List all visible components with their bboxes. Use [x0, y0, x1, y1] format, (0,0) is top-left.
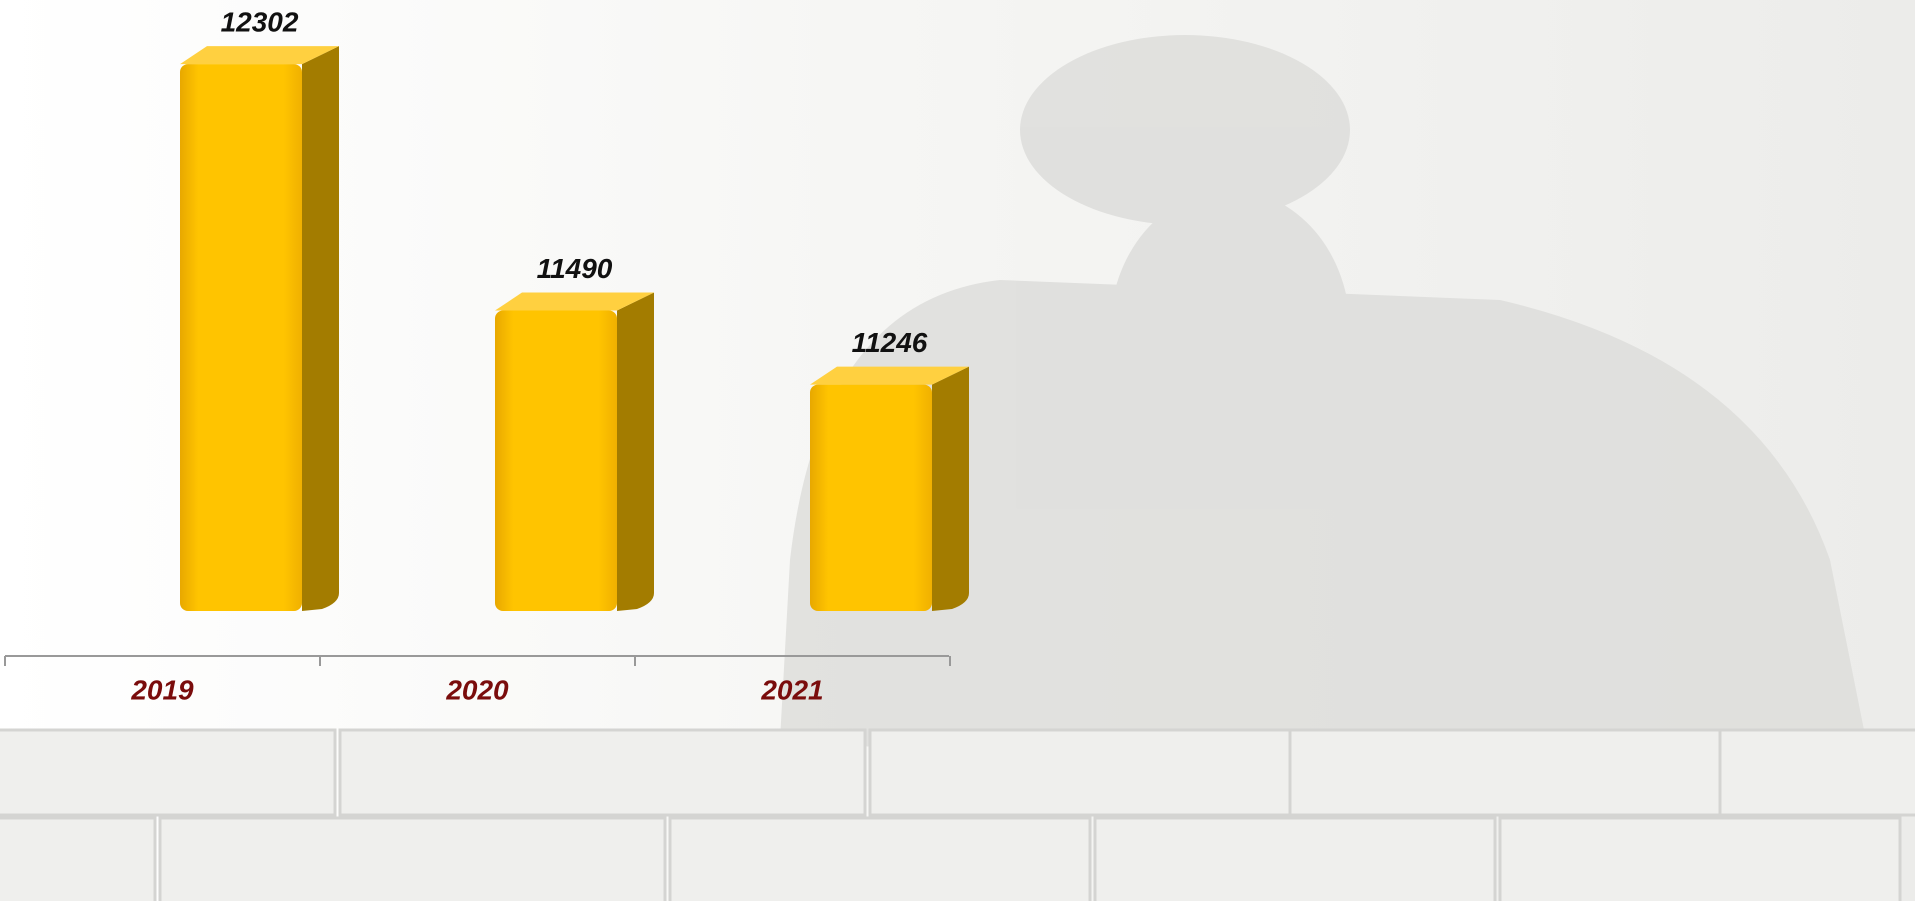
bar-front: [495, 310, 617, 611]
bar-top: [495, 292, 654, 311]
bar-top: [180, 46, 339, 65]
x-tick-label: 2021: [760, 674, 823, 705]
bar-side: [932, 366, 969, 611]
bar-front: [810, 384, 932, 611]
x-tick-label: 2020: [445, 674, 509, 705]
bar-side: [302, 46, 339, 611]
bar-side: [617, 292, 654, 611]
value-label: 11246: [852, 327, 928, 358]
bar-top: [810, 366, 969, 385]
bar: [810, 366, 969, 611]
value-label: 11490: [537, 253, 613, 284]
bar: [180, 46, 339, 611]
value-label: 12302: [221, 6, 299, 37]
bar: [495, 292, 654, 611]
brick-wall: [0, 728, 1915, 901]
worker-silhouette: [780, 35, 1870, 800]
bar-front: [180, 64, 302, 611]
x-tick-label: 2019: [130, 674, 194, 705]
